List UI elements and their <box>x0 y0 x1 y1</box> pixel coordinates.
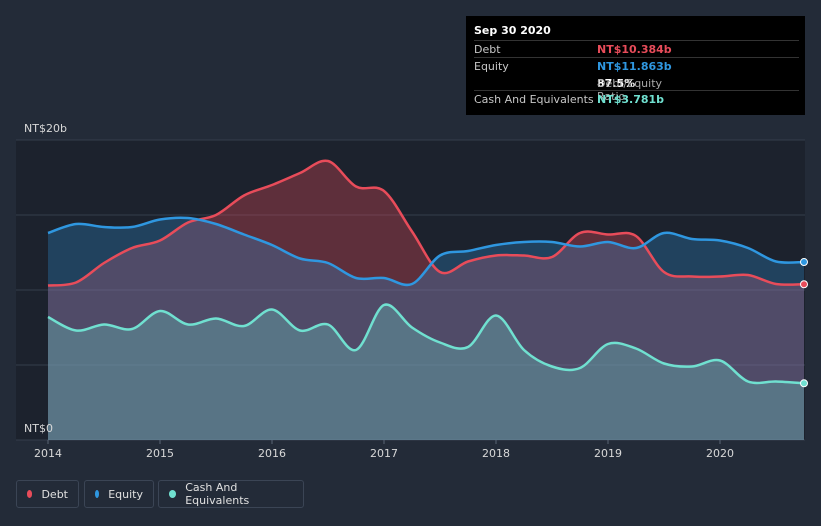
cash-and-equivalents-line <box>47 303 805 385</box>
tooltip-equity-row: Equity NT$11.863b <box>474 57 799 74</box>
legend-debt[interactable]: Debt <box>16 480 79 508</box>
tooltip-equity-value: NT$11.863b <box>597 60 672 73</box>
tooltip-equity-label: Equity <box>474 60 509 73</box>
gridlines <box>16 139 805 441</box>
x-tick-label-2015: 2015 <box>146 447 174 460</box>
series-lines <box>47 159 805 385</box>
x-tick-label-2018: 2018 <box>482 447 510 460</box>
x-tick-label-2019: 2019 <box>594 447 622 460</box>
cash-and-equivalents-endpoint <box>800 379 808 388</box>
equity-area <box>48 217 804 440</box>
tooltip-cash-value: NT$3.781b <box>597 93 665 106</box>
legend-cash-dot <box>169 490 177 498</box>
legend-equity-dot <box>95 490 100 498</box>
legend-debt-label: Debt <box>41 487 68 501</box>
tooltip-debt-label: Debt <box>474 43 501 56</box>
x-tick-label-2014: 2014 <box>34 447 62 460</box>
debt-endpoint <box>800 280 808 289</box>
debt-line <box>47 159 805 287</box>
legend-equity[interactable]: Equity <box>84 480 154 508</box>
tooltip-ratio-row: 87.5% Debt/Equity Ratio <box>474 73 799 103</box>
legend-debt-dot <box>27 490 33 498</box>
tooltip-cash-label: Cash And Equivalents <box>474 93 594 106</box>
tooltip-debt-row: Debt NT$10.384b <box>474 40 799 57</box>
legend-cash[interactable]: Cash And Equivalents <box>158 480 304 508</box>
x-axis-ticks: 2014 2015 2016 2017 2018 2019 2020 <box>34 440 734 460</box>
legend-equity-label: Equity <box>108 487 143 501</box>
series-endpoints <box>800 258 808 388</box>
tooltip-date: Sep 30 2020 <box>474 24 551 37</box>
tooltip-ratio-label: Debt/Equity Ratio <box>597 77 663 103</box>
tooltip-ratio-value: 87.5% <box>597 77 636 90</box>
y-axis-bottom-label: NT$0 <box>24 422 53 435</box>
equity-line <box>47 216 805 287</box>
x-tick-label-2016: 2016 <box>258 447 286 460</box>
x-tick-label-2017: 2017 <box>370 447 398 460</box>
tooltip: Sep 30 2020 Debt NT$10.384b Equity NT$11… <box>466 16 805 115</box>
y-axis-top-label: NT$20b <box>24 122 67 135</box>
tooltip-debt-value: NT$10.384b <box>597 43 672 56</box>
legend-cash-label: Cash And Equivalents <box>185 481 250 507</box>
tooltip-cash-row: Cash And Equivalents NT$3.781b <box>474 90 799 107</box>
x-tick-label-2020: 2020 <box>706 447 734 460</box>
equity-endpoint <box>800 258 808 267</box>
cash-and-equivalents-area <box>48 304 804 440</box>
